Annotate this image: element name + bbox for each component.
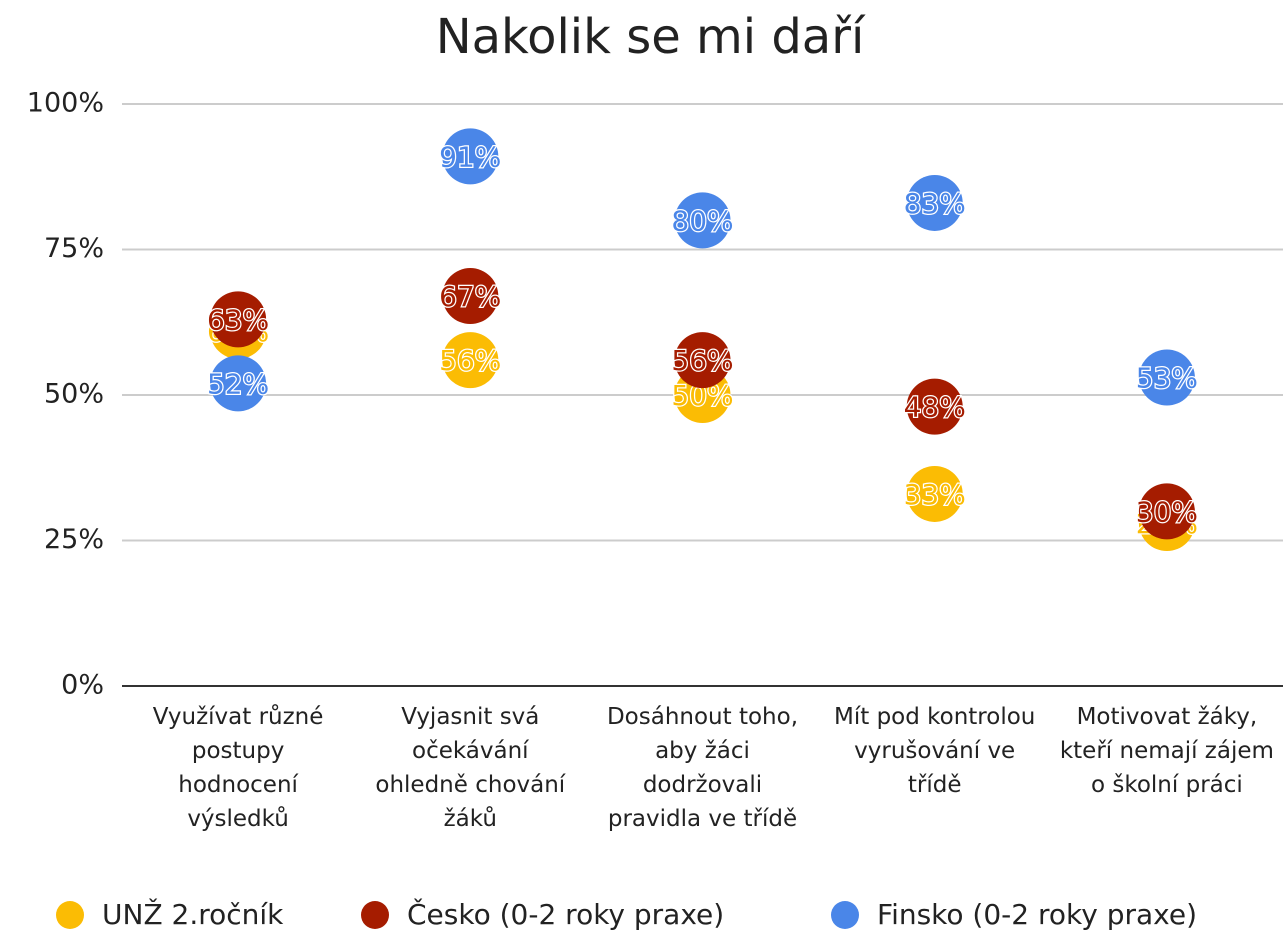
data-label: 53% — [1136, 362, 1198, 395]
legend-marker — [831, 901, 859, 929]
y-tick-label: 100% — [27, 88, 104, 119]
legend-marker — [56, 901, 84, 929]
point — [906, 465, 963, 522]
x-tick-label: Mít pod kontrolou vyrušování ve třídě — [834, 704, 1036, 798]
data-label: 91% — [439, 140, 501, 173]
x-tick-label: Motivovat žáky, kteří nemají zájem o ško… — [1059, 704, 1274, 798]
data-label: 33% — [904, 478, 966, 511]
legend-marker — [361, 901, 389, 929]
chart-title: Nakolik se mi daří — [436, 9, 866, 65]
legend-label: UNŽ 2.ročník — [102, 897, 284, 931]
y-tick-label: 25% — [44, 524, 104, 555]
point — [210, 291, 267, 348]
legend-label: Česko (0-2 roky praxe) — [407, 897, 724, 931]
data-label: 56% — [439, 344, 501, 377]
point — [210, 355, 267, 412]
data-label: 56% — [671, 344, 733, 377]
point — [442, 128, 499, 185]
data-label: 48% — [904, 391, 966, 424]
point — [674, 332, 731, 389]
x-tick-label: Využívat různé postupy hodnocení výsledk… — [152, 704, 324, 832]
x-tick-label: Vyjasnit svá očekávání ohledně chování ž… — [375, 704, 566, 832]
y-tick-label: 50% — [44, 379, 104, 410]
point — [442, 332, 499, 389]
point — [1138, 483, 1195, 540]
point — [906, 378, 963, 435]
point — [674, 192, 731, 249]
data-label: 83% — [904, 187, 966, 220]
point — [442, 268, 499, 325]
y-tick-label: 75% — [44, 233, 104, 264]
point — [906, 174, 963, 231]
data-label: 63% — [207, 303, 269, 336]
x-tick-label: Dosáhnout toho, aby žáci dodržovali prav… — [606, 704, 799, 832]
data-label: 80% — [671, 204, 733, 237]
data-label: 30% — [1136, 495, 1198, 528]
data-label: 67% — [439, 280, 501, 313]
data-label: 52% — [207, 367, 269, 400]
y-tick-label: 0% — [61, 670, 104, 701]
legend-label: Finsko (0-2 roky praxe) — [877, 898, 1197, 931]
point — [1138, 349, 1195, 406]
